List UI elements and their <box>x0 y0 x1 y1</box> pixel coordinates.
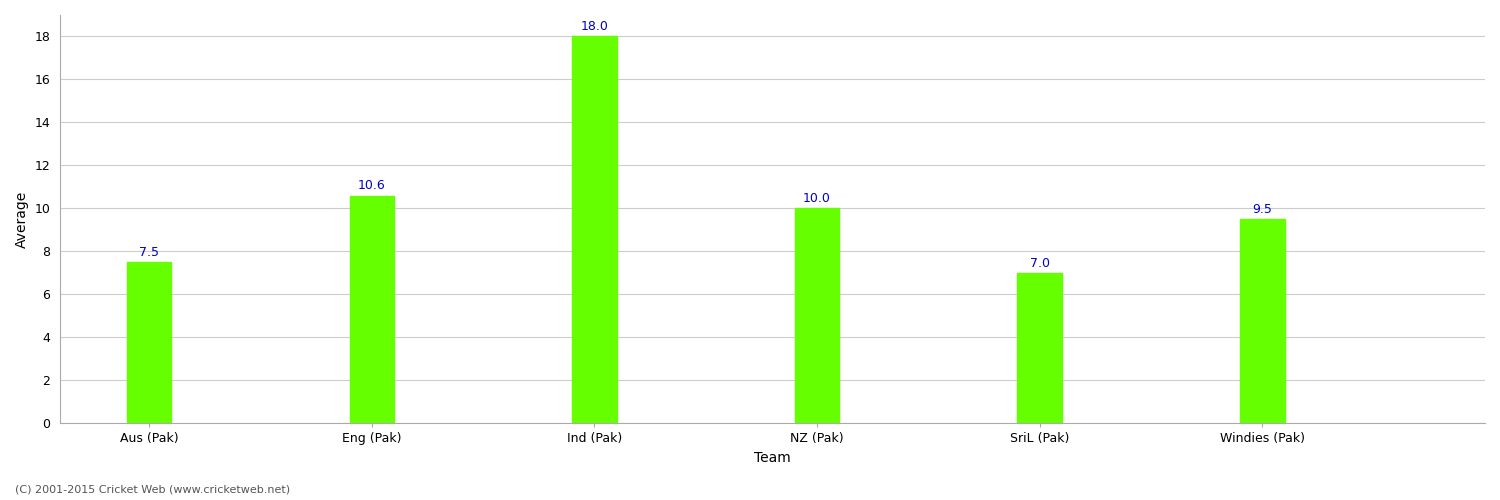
Bar <box>1240 219 1284 424</box>
Y-axis label: Average: Average <box>15 190 28 248</box>
Text: 7.0: 7.0 <box>1029 256 1050 270</box>
Bar <box>572 36 616 424</box>
Bar <box>128 262 171 424</box>
Text: 18.0: 18.0 <box>580 20 609 34</box>
Bar <box>350 196 394 424</box>
Text: (C) 2001-2015 Cricket Web (www.cricketweb.net): (C) 2001-2015 Cricket Web (www.cricketwe… <box>15 485 290 495</box>
X-axis label: Team: Team <box>754 451 790 465</box>
Text: 9.5: 9.5 <box>1252 203 1272 216</box>
Text: 10.0: 10.0 <box>802 192 831 205</box>
Bar <box>1017 273 1062 424</box>
Text: 10.6: 10.6 <box>358 180 386 192</box>
Bar <box>795 208 840 424</box>
Text: 7.5: 7.5 <box>140 246 159 259</box>
